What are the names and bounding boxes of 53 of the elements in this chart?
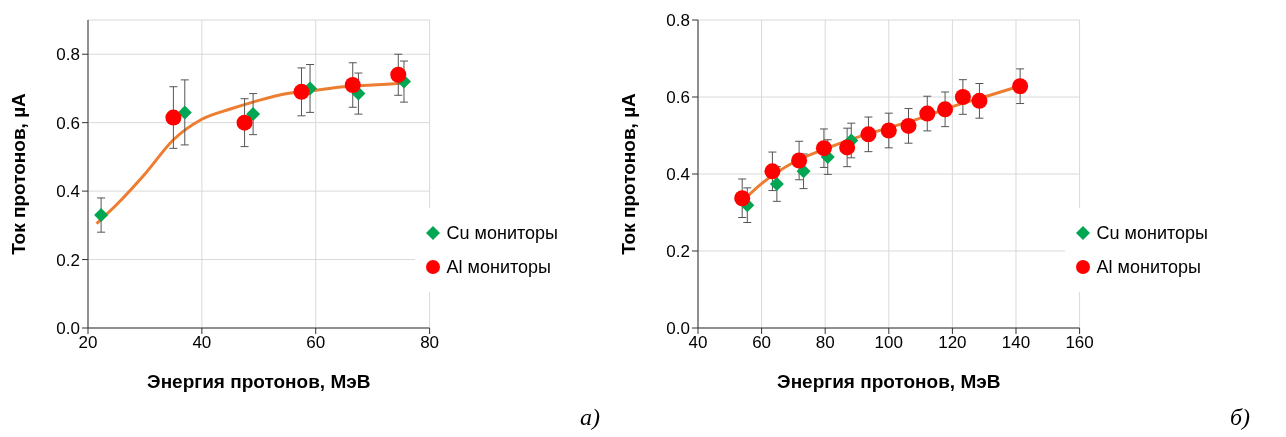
x-tick-label: 120	[938, 333, 967, 353]
text: а)	[580, 404, 600, 431]
y-tick-label: 0.0	[666, 319, 690, 339]
y-tick-label: 0.2	[666, 242, 690, 262]
x-axis-title: Энергия протонов, МэВ	[777, 371, 1001, 392]
legend-label: Cu мониторы	[446, 222, 558, 245]
point	[344, 77, 361, 94]
point	[900, 117, 917, 134]
y-axis-title: Ток протонов, µA	[7, 92, 29, 255]
point	[236, 114, 253, 131]
point	[1012, 78, 1029, 95]
x-tick-label: 20	[78, 333, 98, 353]
x-tick-label: 160	[1065, 333, 1094, 353]
point	[815, 140, 832, 157]
y-tick-label: 0.8	[56, 45, 80, 65]
point	[919, 105, 936, 122]
point	[860, 126, 877, 143]
x-tick-label: 80	[420, 333, 440, 353]
y-tick-label: 0.4	[666, 165, 690, 185]
legend-label: Al мониторы	[446, 256, 551, 279]
point	[293, 83, 310, 100]
point	[246, 107, 261, 122]
x-tick-label: 140	[1001, 333, 1031, 353]
text: б)	[1229, 404, 1250, 431]
point	[937, 101, 954, 118]
point	[734, 190, 751, 207]
x-tick-label: 100	[874, 333, 903, 353]
y-tick-label: 0.6	[666, 88, 690, 108]
point	[390, 66, 407, 83]
x-tick-label: 60	[752, 333, 772, 353]
x-tick-label: 60	[306, 333, 326, 353]
y-tick-label: 0.4	[56, 182, 80, 202]
y-tick-label: 0.6	[56, 113, 80, 133]
legend-label: Cu мониторы	[1096, 222, 1208, 245]
y-tick-label: 0.0	[56, 319, 80, 339]
y-tick-label: 0.8	[666, 11, 690, 31]
point	[94, 208, 109, 223]
x-axis-title: Энергия протонов, МэВ	[147, 371, 371, 392]
x-tick-label: 80	[815, 333, 835, 353]
point	[971, 92, 988, 109]
point	[954, 89, 971, 105]
point	[764, 163, 781, 180]
y-tick-label: 0.2	[56, 250, 80, 270]
x-tick-label: 40	[688, 333, 708, 353]
point	[839, 139, 856, 156]
legend-label: Al мониторы	[1096, 256, 1201, 279]
point	[791, 152, 808, 169]
point	[177, 105, 192, 120]
x-tick-label: 40	[192, 333, 212, 353]
y-axis-title: Ток протонов, µA	[617, 92, 639, 255]
point	[165, 109, 182, 126]
point	[769, 177, 784, 192]
point	[880, 122, 897, 139]
